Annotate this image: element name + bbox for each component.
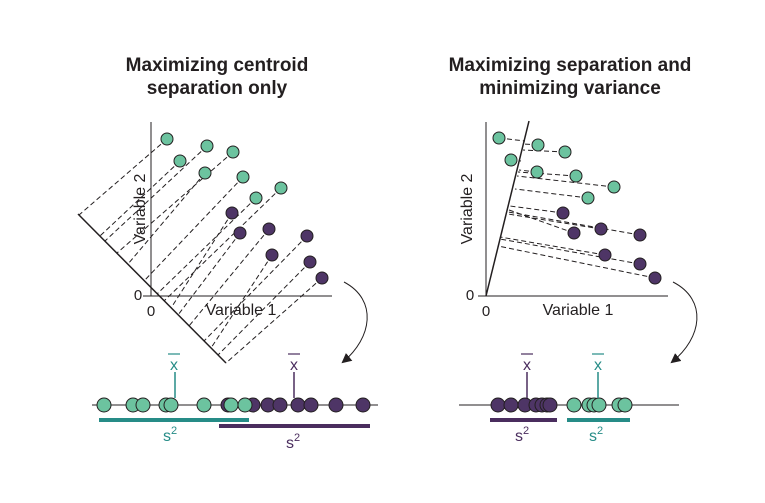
left-green-point <box>274 181 288 195</box>
right-projected-purple-point <box>503 397 519 413</box>
right-green-point <box>569 169 583 183</box>
right-projection-lines <box>497 137 656 279</box>
right-projected-purple-point <box>542 397 558 413</box>
right-purple-point <box>633 228 647 242</box>
right-projected-green-point <box>591 397 607 413</box>
right-green-point <box>492 131 506 145</box>
left-projected-purple-point <box>303 397 319 413</box>
left-projected-points <box>96 397 371 413</box>
right-curved-arrow <box>670 281 698 364</box>
right-purple-mean-marker: x <box>521 353 533 398</box>
right-green-point <box>531 138 545 152</box>
left-projected-green-point <box>237 397 253 413</box>
left-green-mean-marker: x <box>168 353 180 398</box>
right-title-line2: minimizing variance <box>479 78 661 99</box>
right-purple-variance-label: s2 <box>515 425 529 445</box>
left-projected-purple-point <box>328 397 344 413</box>
right-purple-variance-bar <box>490 418 557 422</box>
left-purple-variance-label: s2 <box>286 432 300 452</box>
left-green-point <box>198 166 212 180</box>
right-purple-point <box>633 257 647 271</box>
left-purple-point <box>262 222 276 236</box>
right-panel: Variable 2 Variable 1 0 0 <box>459 120 698 445</box>
left-green-variance-bar <box>99 418 249 422</box>
left-purple-point <box>233 226 247 240</box>
right-green-variance-bar <box>567 418 630 422</box>
left-projected-purple-point <box>355 397 371 413</box>
right-title-line1: Maximizing separation and <box>448 55 692 76</box>
left-projected-green-point <box>163 397 179 413</box>
left-green-mean-label: x <box>170 357 178 374</box>
right-scatter-points <box>492 131 662 285</box>
left-green-point <box>226 145 240 159</box>
left-scatter-points <box>160 132 329 285</box>
left-projected-green-point <box>96 397 112 413</box>
right-green-variance-label: s2 <box>589 425 603 445</box>
right-origin-y-label: 0 <box>466 287 474 304</box>
left-title-line2: separation only <box>146 78 288 99</box>
left-purple-mean-label: x <box>290 357 298 374</box>
left-projected-purple-point <box>290 397 306 413</box>
right-panel-title: Maximizing separation and minimizing var… <box>410 54 730 100</box>
right-purple-point <box>594 222 608 236</box>
left-projected-green-point <box>223 397 239 413</box>
right-green-point <box>558 145 572 159</box>
left-purple-mean-marker: x <box>288 353 300 398</box>
right-projected-green-point <box>566 397 582 413</box>
right-green-mean-marker: x <box>592 353 604 398</box>
left-title-line1: Maximizing centroid <box>125 55 309 76</box>
right-purple-point <box>648 271 662 285</box>
left-origin-y-label: 0 <box>134 287 142 304</box>
left-purple-point <box>265 248 279 262</box>
left-curved-arrow <box>341 281 368 364</box>
right-green-mean-label: x <box>594 357 602 374</box>
left-panel: Variable 2 Variable 1 0 0 <box>77 122 378 452</box>
left-origin-x-label: 0 <box>147 303 155 320</box>
left-projected-purple-point <box>272 397 288 413</box>
left-projection-axis <box>77 213 227 364</box>
left-green-variance-label: s2 <box>163 425 177 445</box>
right-green-point <box>504 153 518 167</box>
left-purple-point <box>300 229 314 243</box>
right-green-point <box>607 180 621 194</box>
left-projection-lines <box>78 138 323 364</box>
right-projected-purple-point <box>490 397 506 413</box>
left-projected-green-point <box>196 397 212 413</box>
left-green-point <box>236 170 250 184</box>
right-purple-point <box>567 226 581 240</box>
left-panel-title: Maximizing centroid separation only <box>82 54 352 100</box>
left-x-axis-label: Variable 1 <box>206 302 277 319</box>
left-purple-variance-bar <box>219 424 370 428</box>
left-y-axis-label: Variable 2 <box>132 173 149 244</box>
left-purple-point <box>225 206 239 220</box>
left-green-point <box>160 132 174 146</box>
right-projection-axis <box>485 120 530 297</box>
left-green-point <box>249 191 263 205</box>
left-green-point <box>200 139 214 153</box>
right-green-point <box>581 191 595 205</box>
right-purple-mean-label: x <box>523 357 531 374</box>
right-origin-x-label: 0 <box>482 303 490 320</box>
right-projected-points <box>490 397 633 413</box>
right-green-point <box>530 165 544 179</box>
right-y-axis-label: Variable 2 <box>459 173 476 244</box>
left-purple-point <box>303 255 317 269</box>
left-projected-green-point <box>135 397 151 413</box>
right-x-axis-label: Variable 1 <box>543 302 614 319</box>
right-projected-green-point <box>617 397 633 413</box>
right-purple-point <box>598 248 612 262</box>
left-purple-point <box>315 271 329 285</box>
right-purple-point <box>556 206 570 220</box>
left-green-point <box>173 154 187 168</box>
